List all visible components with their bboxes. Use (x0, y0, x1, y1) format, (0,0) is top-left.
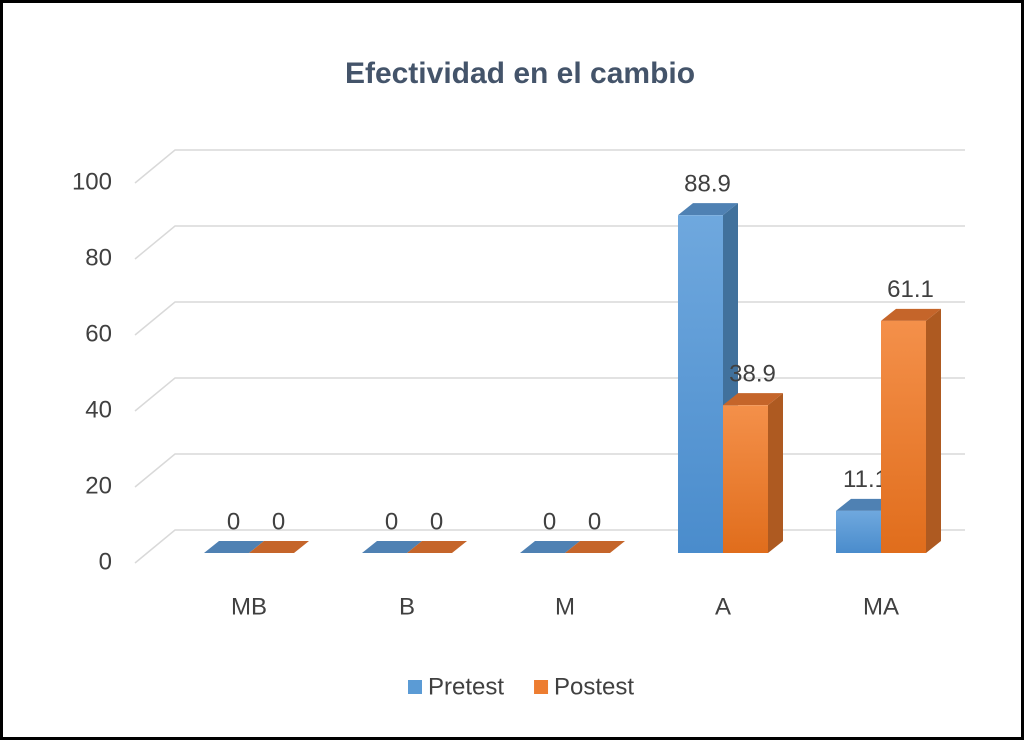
bar (565, 541, 625, 553)
data-label: 11.1 (843, 466, 888, 493)
bar (362, 541, 422, 553)
data-label: 0 (588, 508, 601, 535)
legend-swatch (534, 680, 549, 694)
bar-front (723, 405, 768, 553)
data-label: 88.9 (684, 171, 731, 198)
bar-top (249, 541, 309, 553)
bar (407, 541, 467, 553)
data-label: 0 (430, 508, 443, 535)
x-tick-label: MA (863, 593, 899, 620)
legend-swatch (408, 680, 422, 694)
x-tick-label: M (555, 593, 575, 620)
data-label: 0 (543, 508, 556, 535)
bar-side (926, 308, 941, 553)
y-tick-label: 80 (85, 244, 112, 271)
bar-front (836, 510, 881, 553)
y-tick-label: 100 (72, 168, 112, 195)
x-tick-label: A (715, 593, 731, 620)
legend-label: Pretest (428, 673, 504, 700)
bar-top (204, 541, 264, 553)
x-tick-label: B (399, 593, 415, 620)
bar (881, 308, 941, 553)
bar-top (362, 541, 422, 553)
y-tick-label: 40 (85, 396, 112, 423)
chart-title: Efectividad en el cambio (345, 57, 695, 90)
y-tick-label: 60 (85, 320, 112, 347)
y-tick-label: 0 (99, 548, 112, 575)
bar-side (768, 393, 783, 553)
bar (520, 541, 580, 553)
bar-front (881, 320, 926, 553)
grid-line (134, 149, 965, 184)
bar (249, 541, 309, 553)
legend-label: Postest (554, 673, 634, 700)
bar-top (678, 203, 738, 216)
x-tick-label: MB (231, 593, 267, 620)
data-label: 0 (385, 508, 398, 535)
y-tick-label: 20 (85, 472, 112, 499)
bar (204, 541, 264, 553)
bar-top (881, 308, 941, 321)
bar-front (678, 215, 723, 553)
bar (723, 393, 783, 553)
bar-top (565, 541, 625, 553)
bar-top (407, 541, 467, 553)
data-label: 38.9 (729, 361, 776, 388)
data-label: 61.1 (887, 276, 934, 303)
data-label: 0 (227, 508, 240, 535)
bar-top (520, 541, 580, 553)
bar-top (723, 393, 783, 406)
data-label: 0 (272, 508, 285, 535)
